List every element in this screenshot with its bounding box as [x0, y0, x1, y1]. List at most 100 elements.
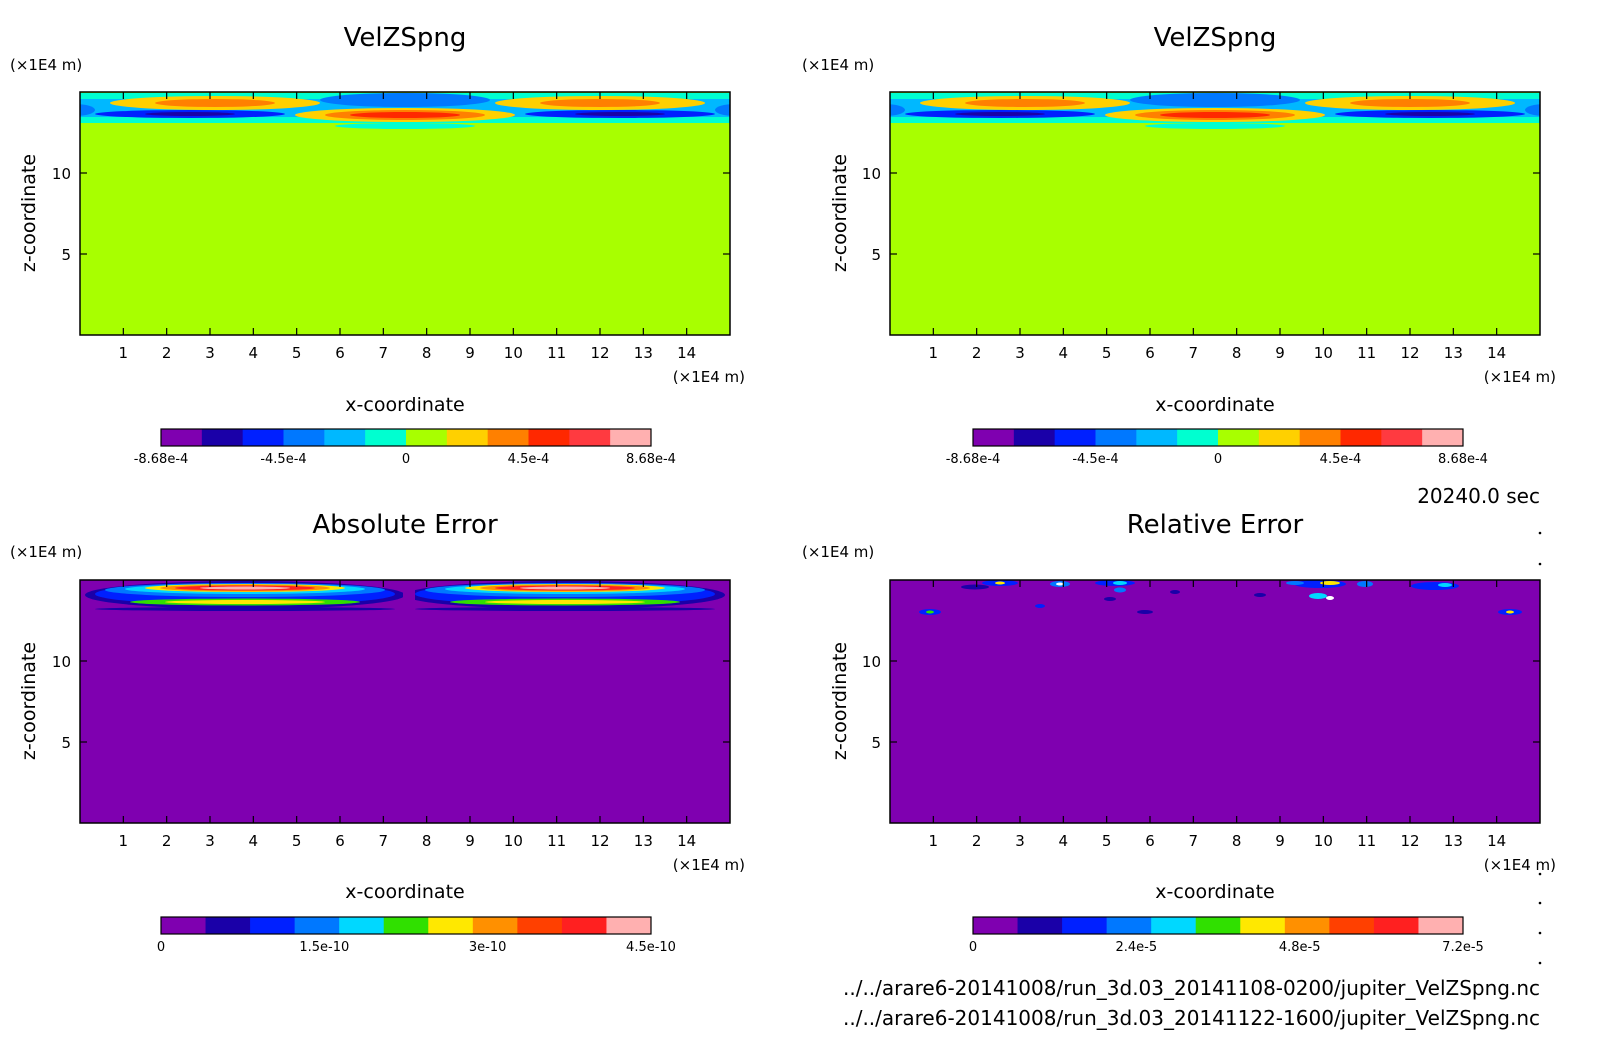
colorbar-label: 0: [402, 452, 410, 467]
colorbar-swatch: [610, 429, 652, 446]
field-cell: [1286, 581, 1304, 585]
x-tick-label: 11: [547, 832, 566, 850]
x-tick-label: 2: [972, 832, 982, 850]
x-tick-label: 6: [1145, 344, 1155, 362]
x-axis-label: x-coordinate: [345, 394, 464, 416]
colorbar-swatch: [283, 429, 325, 446]
colorbar-label: 4.5e-4: [508, 452, 550, 467]
plot-title: Relative Error: [1127, 510, 1304, 540]
time-label: 20240.0 sec: [1417, 484, 1540, 508]
field-cell: [1320, 581, 1340, 585]
field-cell: [1056, 582, 1064, 586]
colorbar-swatch: [528, 429, 570, 446]
x-tick-label: 8: [1232, 832, 1242, 850]
colorbar-label: 0: [157, 940, 165, 955]
y-axis-label: z-coordinate: [18, 642, 40, 760]
field-cell: [1411, 582, 1459, 590]
colorbar-swatch: [1299, 429, 1341, 446]
colorbar-swatch: [294, 917, 340, 934]
file-path-1: ../../arare6-20141008/run_3d.03_20141108…: [843, 976, 1540, 1000]
colorbar-swatch: [1136, 429, 1178, 446]
field-background: [890, 92, 1540, 335]
x-tick-label: 4: [1059, 344, 1069, 362]
x-tick-label: 5: [1102, 344, 1112, 362]
colorbar-swatch: [161, 917, 207, 934]
field-background: [80, 92, 730, 335]
x-tick-label: 11: [1357, 344, 1376, 362]
colorbar-label: 4.5e-10: [626, 940, 676, 955]
y-tick-label: 10: [862, 653, 881, 671]
colorbar-swatch: [1418, 917, 1464, 934]
colorbar-swatch: [205, 917, 251, 934]
x-tick-label: 3: [205, 832, 215, 850]
x-tick-label: 13: [634, 832, 653, 850]
field-cell: [715, 104, 730, 116]
y-tick-label: 5: [871, 246, 881, 264]
colorbar: 0 1.5e-10 3e-10 4.5e-10: [157, 916, 676, 955]
colorbar-swatch: [472, 917, 518, 934]
colorbar-frame: [160, 916, 652, 935]
x-tick-label: 10: [1314, 832, 1333, 850]
colorbar-swatch: [1284, 917, 1330, 934]
colorbar-swatch: [1218, 429, 1260, 446]
field-cell: [1114, 587, 1126, 593]
x-tick-label: 10: [504, 832, 523, 850]
colorbar-swatch: [324, 429, 366, 446]
field-cell: [1438, 583, 1452, 587]
y-tick-label: 5: [61, 734, 71, 752]
colorbar-swatch: [487, 429, 529, 446]
colorbar-label: -8.68e-4: [134, 452, 189, 467]
colorbar-label: 1.5e-10: [299, 940, 349, 955]
plot-title: VelZSpng: [344, 23, 467, 53]
x-tick-label: 14: [1487, 832, 1506, 850]
colorbar-swatch: [1017, 917, 1063, 934]
x-axis-label: x-coordinate: [345, 881, 464, 903]
field-cell: [1130, 93, 1300, 107]
colorbar-label: 8.68e-4: [1438, 452, 1488, 467]
field-cell: [995, 581, 1005, 585]
colorbar-swatch: [973, 917, 1019, 934]
x-tick-label: 9: [1275, 344, 1285, 362]
colorbar-swatch: [561, 917, 607, 934]
colorbar-label: 4.8e-5: [1279, 940, 1321, 955]
colorbar-swatch: [1195, 917, 1241, 934]
colorbar-swatch: [1422, 429, 1464, 446]
x-tick-label: 8: [422, 832, 432, 850]
field-cell: [520, 586, 610, 590]
field-cell: [926, 610, 934, 614]
x-tick-label: 14: [1487, 344, 1506, 362]
x-tick-label: 7: [379, 832, 389, 850]
x-tick-label: 12: [1400, 344, 1419, 362]
colorbar-label: -4.5e-4: [1072, 452, 1118, 467]
x-tick-label: 6: [335, 832, 345, 850]
colorbar-swatch: [1106, 917, 1152, 934]
field-cell: [1170, 590, 1180, 594]
colorbar-swatch: [1013, 429, 1056, 446]
x-axis-label: x-coordinate: [1155, 881, 1274, 903]
x-tick-label: 13: [634, 344, 653, 362]
x-unit-label: (×1E4 m): [1484, 368, 1556, 386]
y-unit-label: (×1E4 m): [802, 56, 874, 74]
y-unit-label: (×1E4 m): [10, 56, 82, 74]
x-axis-label: x-coordinate: [1155, 394, 1274, 416]
colorbar-swatch: [1177, 429, 1219, 446]
x-unit-label: (×1E4 m): [673, 856, 745, 874]
panel-velzspng-left: VelZSpng (×1E4 m) z-coordinate (×1E4 m) …: [10, 23, 745, 467]
colorbar-swatch: [973, 429, 1015, 446]
colorbar-label: -8.68e-4: [946, 452, 1001, 467]
field-cell: [1254, 593, 1266, 597]
colorbar: 0 2.4e-5 4.8e-5 7.2e-5: [969, 916, 1484, 955]
field-cell: [1309, 593, 1327, 599]
field-cell: [1160, 112, 1270, 118]
plot-frame: [889, 91, 1541, 336]
field-background: [80, 580, 730, 823]
colorbar-swatch: [1240, 917, 1286, 934]
x-tick-label: 8: [422, 344, 432, 362]
colorbar-swatch: [1151, 917, 1197, 934]
x-tick-label: 8: [1232, 344, 1242, 362]
x-tick-label: 13: [1444, 344, 1463, 362]
colorbar-swatch: [606, 917, 652, 934]
